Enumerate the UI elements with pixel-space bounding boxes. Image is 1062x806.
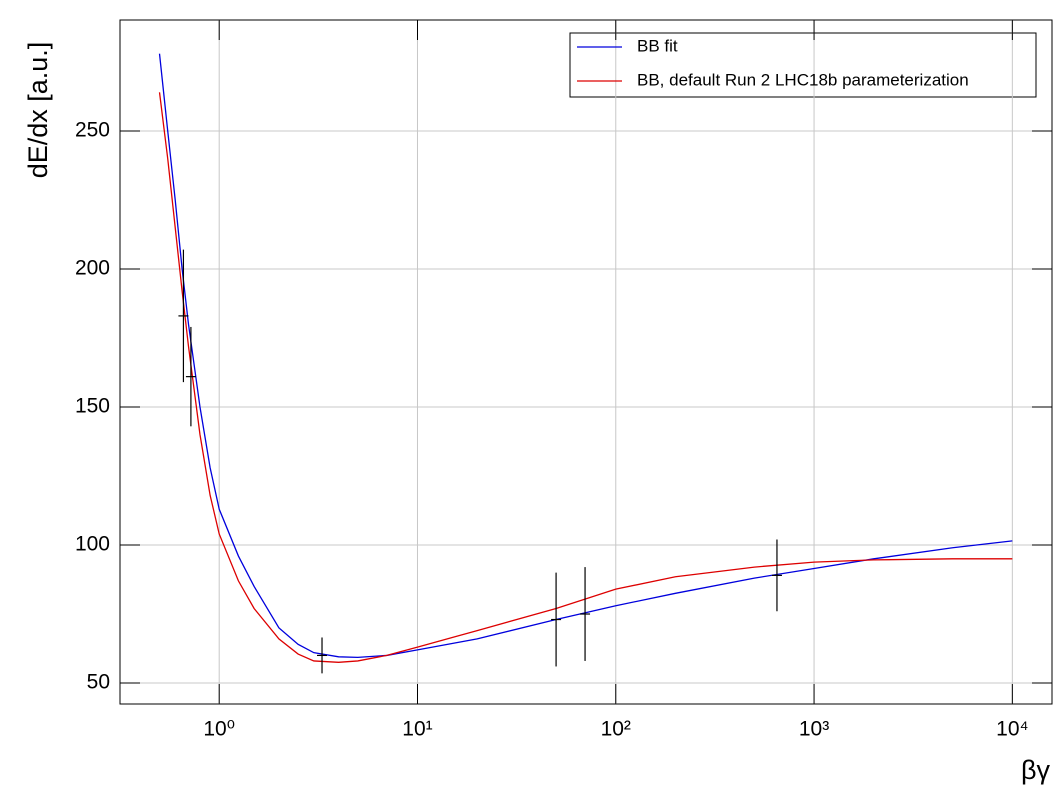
x-tick-label: 10³ [799, 718, 829, 741]
x-tick-label: 10⁰ [203, 718, 235, 741]
x-tick-label: 10² [601, 718, 631, 741]
legend-box [569, 32, 1037, 98]
x-axis-label: βγ [1021, 755, 1051, 785]
x-tick-label: 10¹ [402, 718, 432, 741]
series-line [158, 53, 1013, 659]
y-axis-label: dE/dx [a.u.] [23, 42, 53, 179]
legend-label: BB, default Run 2 LHC18b parameterizatio… [637, 70, 969, 89]
y-tick-label: 100 [75, 533, 110, 556]
y-tick-label: 250 [75, 119, 110, 142]
plot-frame [119, 19, 1053, 705]
y-tick-label: 150 [75, 395, 110, 418]
series-line [158, 92, 1013, 663]
legend-label: BB fit [637, 36, 678, 55]
y-tick-label: 200 [75, 257, 110, 280]
y-tick-label: 50 [87, 671, 110, 694]
x-tick-label: 10⁴ [996, 718, 1028, 741]
